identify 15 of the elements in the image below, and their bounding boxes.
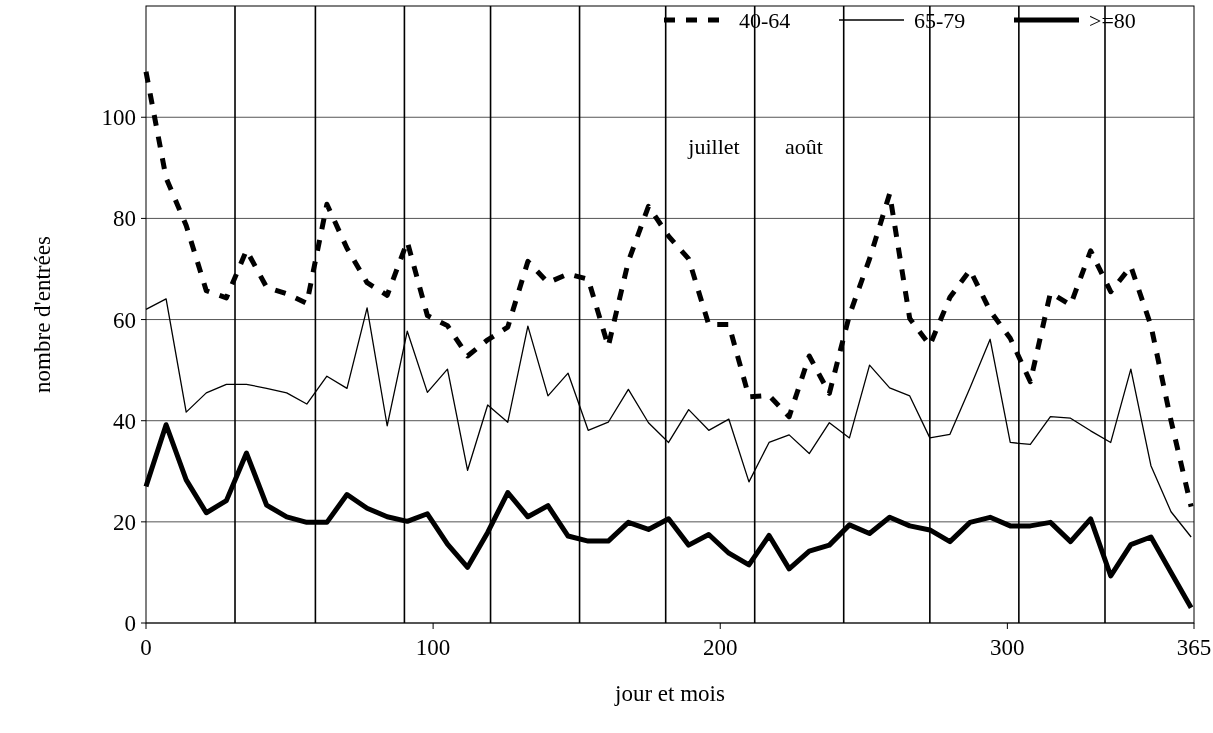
x-tick-label: 300 [990,635,1025,660]
y-tick-label: 40 [113,408,136,434]
x-tick-label: 365 [1176,635,1212,660]
x-tick-label: 200 [703,635,738,660]
y-tick-label: 20 [113,509,136,535]
y-tick-label: 80 [113,206,136,232]
y-tick-label: 0 [124,611,136,637]
x-axis-title: jour et mois [614,681,725,706]
y-axis-title: nombre d'entrées [30,236,55,393]
annotation: juillet [687,134,740,159]
x-tick-label: 100 [415,635,451,660]
x-tick-label: 0 [140,635,152,660]
annotation: août [785,134,823,159]
y-tick-label: 100 [101,105,136,131]
y-tick-label: 60 [113,307,136,333]
